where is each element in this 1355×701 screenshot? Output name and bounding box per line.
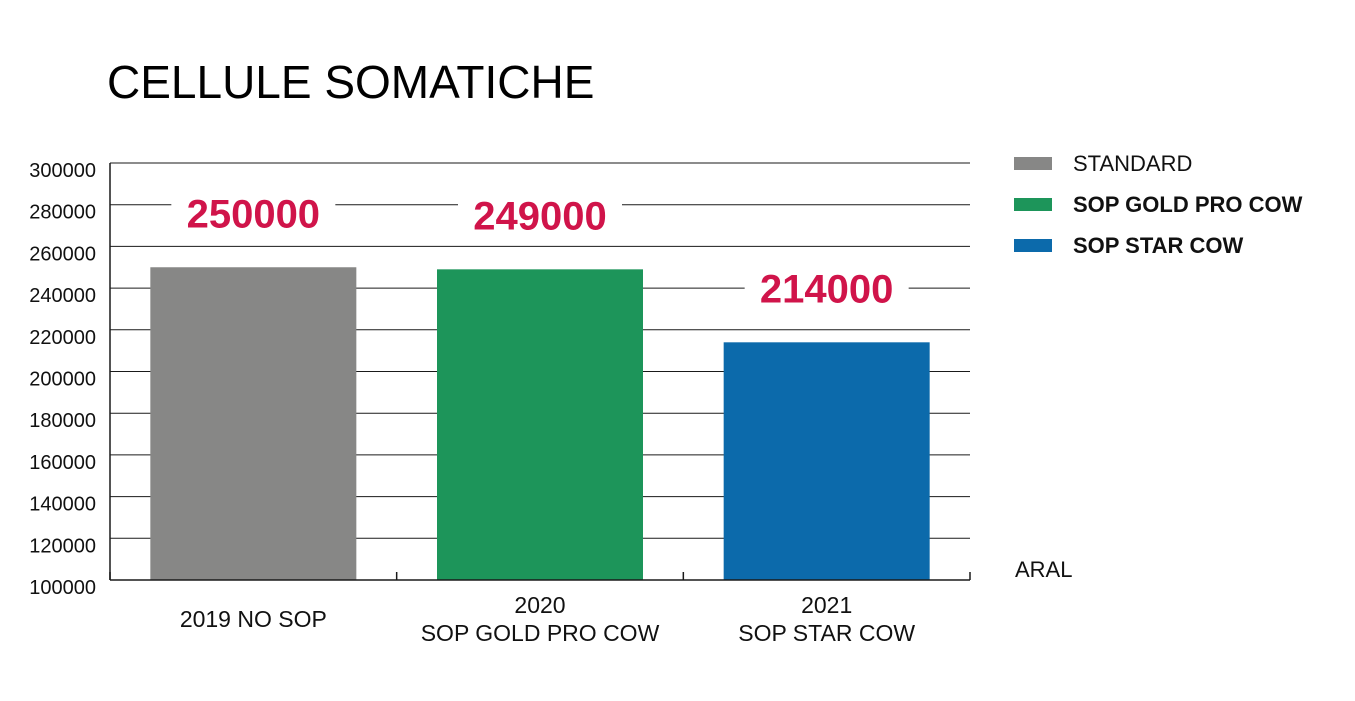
data-labels: 250000 249000 214000 <box>171 191 909 317</box>
y-tick-labels: 100000 120000 140000 160000 180000 200000 2200… <box>29 160 96 599</box>
data-label: 250000 <box>187 192 320 236</box>
legend-label: SOP GOLD PRO COW <box>1073 192 1303 217</box>
y-tick-label: 160000 <box>29 452 96 474</box>
bars <box>150 267 930 580</box>
chart-title: CELLULE SOMATICHE <box>107 56 594 108</box>
data-label: 249000 <box>473 194 606 238</box>
data-label: 214000 <box>760 267 893 311</box>
bar <box>150 267 357 580</box>
data-label-background <box>171 191 336 242</box>
y-tick-label: 260000 <box>29 243 96 265</box>
x-category-label: SOP GOLD PRO COW <box>421 620 660 646</box>
y-tick-label: 120000 <box>29 535 96 557</box>
legend: STANDARD SOP GOLD PRO COW SOP STAR COW <box>1014 151 1303 258</box>
x-category-label: 2021 <box>801 592 852 618</box>
y-tick-label: 280000 <box>29 202 96 224</box>
legend-swatch <box>1014 239 1052 252</box>
x-category-label: SOP STAR COW <box>738 620 915 646</box>
data-label-background <box>744 266 909 317</box>
x-category-label: 2019 NO SOP <box>180 606 327 632</box>
y-tick-label: 220000 <box>29 327 96 349</box>
legend-swatch <box>1014 157 1052 170</box>
bar <box>723 342 930 580</box>
y-tick-label: 180000 <box>29 410 96 432</box>
axes <box>109 163 971 581</box>
legend-label: SOP STAR COW <box>1073 233 1244 258</box>
y-tick-label: 200000 <box>29 369 96 391</box>
y-tick-label: 140000 <box>29 494 96 516</box>
data-label-background <box>458 193 622 244</box>
annotation-text: ARAL <box>1015 557 1072 582</box>
y-tick-label: 100000 <box>29 577 96 599</box>
y-tick-label: 240000 <box>29 285 96 307</box>
x-category-label: 2020 <box>514 592 565 618</box>
legend-label: STANDARD <box>1073 151 1192 176</box>
bar <box>437 269 643 580</box>
legend-swatch <box>1014 198 1052 211</box>
y-tick-label: 300000 <box>29 160 96 182</box>
